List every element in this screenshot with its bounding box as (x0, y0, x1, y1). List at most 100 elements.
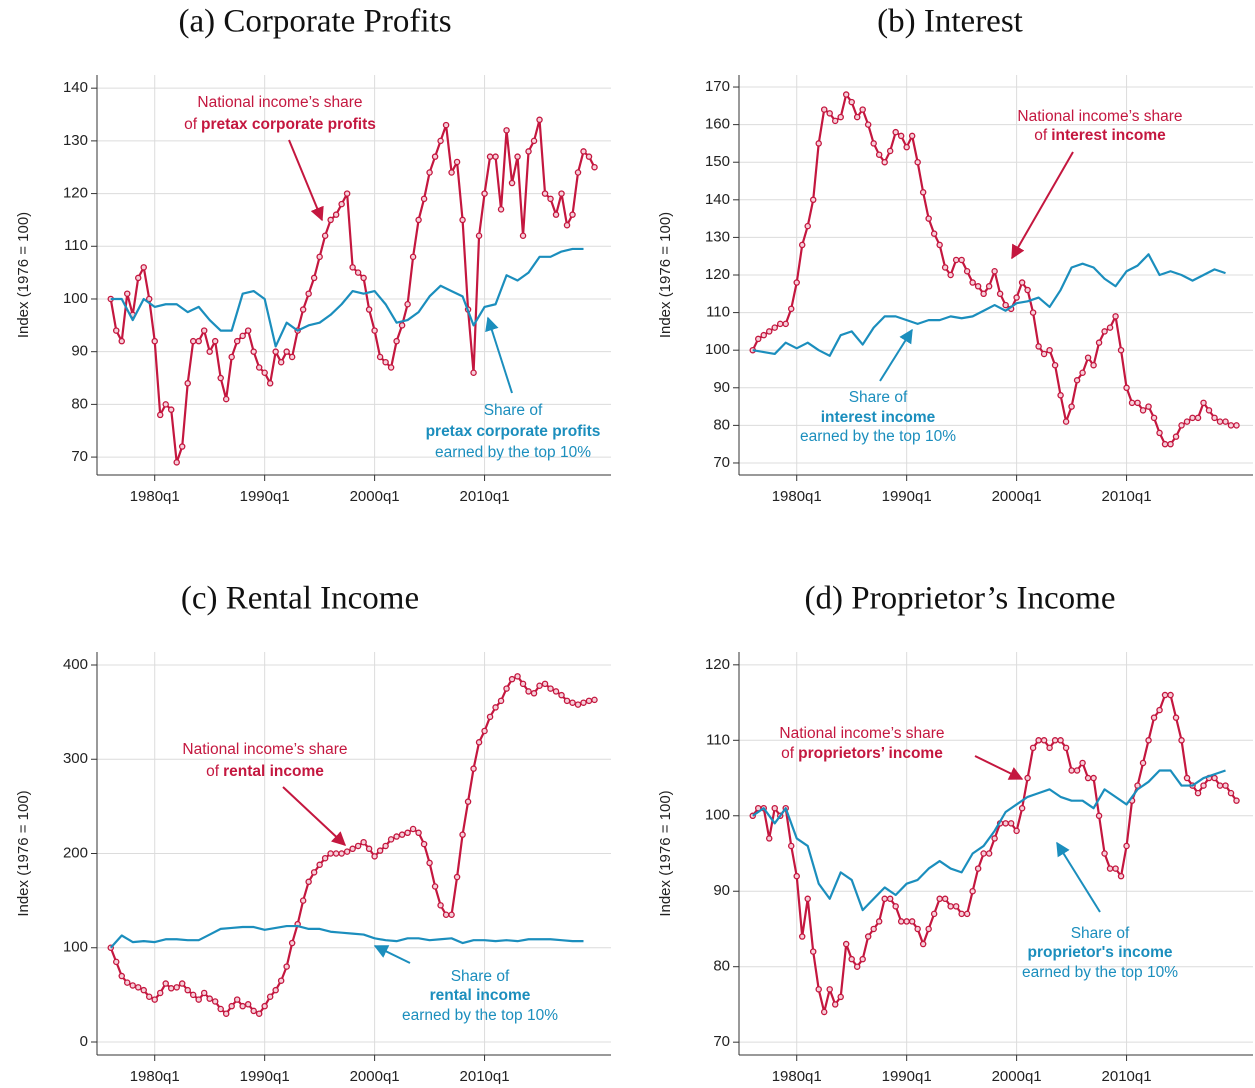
point (1051, 737, 1059, 744)
annotation-part: Share of (484, 402, 543, 419)
annotation-part: National income’s share (197, 94, 362, 111)
point (173, 984, 180, 991)
annotation-part: earned by the top 10% (800, 428, 956, 445)
point (952, 903, 960, 910)
point (266, 380, 274, 387)
point (1029, 744, 1037, 752)
point (497, 206, 505, 213)
point (492, 153, 499, 160)
point (486, 153, 494, 160)
point (771, 324, 778, 331)
point (991, 267, 998, 275)
point (952, 256, 960, 264)
annotation-part: National income’s share (779, 725, 944, 742)
point (853, 113, 861, 121)
point (947, 271, 954, 279)
point (1172, 714, 1180, 721)
point (134, 274, 142, 282)
annotation-part: Share of (451, 968, 510, 985)
point (217, 374, 224, 382)
point (299, 306, 307, 313)
point (1117, 346, 1125, 354)
annotation-part: Share of (1071, 925, 1130, 942)
point (277, 358, 285, 366)
point (826, 986, 833, 993)
point (310, 274, 318, 282)
point (914, 158, 921, 166)
point (332, 850, 340, 857)
point (112, 327, 120, 334)
point (382, 358, 389, 366)
point (250, 1007, 257, 1015)
annotation: of proprietors’ income (781, 745, 943, 762)
point (936, 241, 943, 249)
annotation-part: of (184, 116, 198, 133)
point (842, 940, 850, 948)
point (930, 230, 938, 237)
point (820, 1008, 828, 1016)
point (1222, 418, 1229, 425)
point (591, 163, 598, 171)
point (864, 933, 872, 940)
point (244, 327, 252, 334)
point (881, 895, 888, 903)
point (969, 887, 976, 895)
point (228, 353, 235, 361)
x-tick-label: 2010q1 (1102, 1068, 1152, 1085)
point (776, 320, 784, 328)
point (151, 337, 158, 345)
point (393, 337, 400, 345)
y-axis-label: Index (1976 = 100) (15, 790, 32, 916)
point (1084, 354, 1092, 361)
x-tick-label: 2010q1 (460, 488, 510, 505)
point (1216, 418, 1224, 425)
point (1183, 418, 1191, 425)
point (547, 195, 554, 203)
point (481, 727, 488, 735)
point (437, 137, 444, 145)
annotation-part: proprietor's income (1028, 944, 1173, 961)
point (453, 158, 461, 166)
y-axis-label: Index (1976 = 100) (657, 790, 674, 916)
annotation: earned by the top 10% (402, 1007, 558, 1024)
point (316, 861, 323, 869)
point (327, 850, 334, 857)
point (530, 137, 538, 145)
point (404, 829, 411, 837)
point (1106, 324, 1114, 331)
annotation: earned by the top 10% (1022, 964, 1178, 981)
point (1079, 759, 1086, 767)
point (569, 211, 576, 218)
point (941, 264, 949, 271)
point (1211, 414, 1218, 422)
panel: (c) Rental Income Index (1976 = 100) 0 100 2… (15, 581, 611, 1085)
y-tick-label: 130 (63, 132, 88, 149)
point (508, 675, 516, 683)
annotation-arrow (879, 328, 913, 382)
x-tick-label: 2000q1 (350, 1068, 400, 1085)
point (820, 106, 828, 113)
point (321, 232, 329, 239)
point (591, 696, 598, 704)
point (195, 337, 202, 345)
point (1013, 294, 1020, 301)
point (283, 963, 290, 970)
point (1161, 691, 1169, 699)
point (1101, 328, 1108, 335)
point (958, 256, 965, 264)
point (1172, 433, 1180, 440)
y-tick-label: 80 (71, 395, 88, 412)
annotation: National income’s share (1017, 108, 1182, 125)
y-tick-label: 0 (80, 1033, 88, 1050)
annotation-arrow (288, 139, 324, 222)
point (1073, 377, 1081, 384)
point (189, 337, 197, 345)
point (415, 216, 422, 224)
point (426, 859, 433, 867)
annotation: Share of (849, 389, 908, 406)
y-tick-label: 150 (705, 153, 730, 170)
point (354, 842, 362, 850)
point (453, 873, 461, 881)
point (585, 153, 593, 160)
point (464, 798, 472, 805)
